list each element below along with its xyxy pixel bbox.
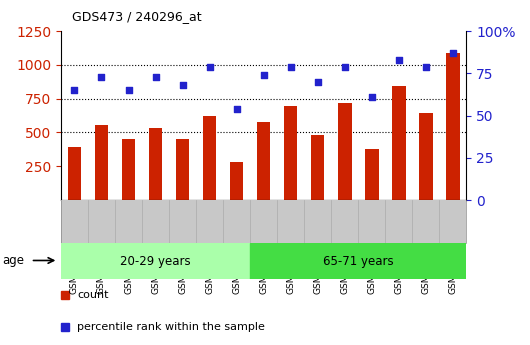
Bar xyxy=(250,243,466,279)
Bar xyxy=(95,125,108,200)
Text: percentile rank within the sample: percentile rank within the sample xyxy=(77,323,265,332)
Point xyxy=(98,74,106,79)
Text: count: count xyxy=(77,290,109,300)
Bar xyxy=(122,139,135,200)
Text: 20-29 years: 20-29 years xyxy=(120,255,191,268)
Point xyxy=(286,64,295,69)
Bar xyxy=(230,161,243,200)
Bar xyxy=(284,106,297,200)
Point xyxy=(205,64,214,69)
Bar xyxy=(311,135,324,200)
Point xyxy=(259,72,268,78)
Bar xyxy=(338,104,351,200)
Point xyxy=(314,79,322,85)
Bar xyxy=(419,113,432,200)
Point xyxy=(448,50,457,56)
Point xyxy=(152,74,160,79)
Bar xyxy=(392,86,405,200)
Bar xyxy=(68,147,81,200)
Text: GDS473 / 240296_at: GDS473 / 240296_at xyxy=(72,10,201,23)
Text: 65-71 years: 65-71 years xyxy=(323,255,394,268)
Point xyxy=(124,87,132,93)
Bar xyxy=(203,116,216,200)
Point xyxy=(367,94,376,100)
Bar xyxy=(365,149,378,200)
Bar xyxy=(149,128,162,200)
Bar xyxy=(257,122,270,200)
Point xyxy=(70,87,79,93)
Bar xyxy=(446,53,460,200)
Point xyxy=(394,57,403,62)
Bar xyxy=(61,243,250,279)
Point xyxy=(340,64,349,69)
Bar xyxy=(176,139,189,200)
Point xyxy=(422,64,430,69)
Text: age: age xyxy=(3,254,25,267)
Point xyxy=(178,82,187,88)
Point xyxy=(232,106,241,111)
